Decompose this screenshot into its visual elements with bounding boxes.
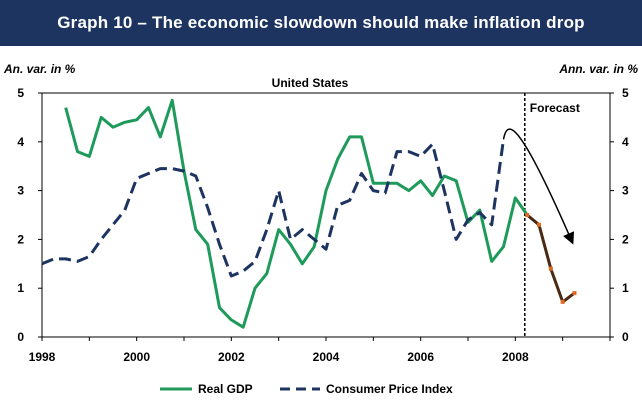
trend-arrow [502, 128, 575, 245]
x-tick-label: 2002 [218, 350, 245, 364]
y-tick-label-right: 5 [622, 86, 629, 100]
forecast-label: Forecast [530, 101, 580, 115]
forecast-point [525, 213, 530, 217]
y-tick-label-left: 4 [17, 135, 24, 149]
y-tick-label-left: 2 [17, 232, 24, 246]
forecast-point [537, 222, 541, 227]
x-tick-label: 2004 [313, 350, 340, 364]
right-axis-unit: Ann. var. in % [559, 62, 638, 76]
legend-label-gdp: Real GDP [198, 382, 253, 396]
legend-label-cpi: Consumer Price Index [326, 382, 453, 396]
forecast-point [560, 299, 565, 304]
chart-title-bar: Graph 10 – The economic slowdown should … [0, 0, 642, 46]
y-tick-label-right: 2 [622, 232, 629, 246]
y-tick-label-left: 0 [17, 330, 24, 344]
x-tick-label: 2000 [123, 350, 150, 364]
x-tick-label: 2006 [407, 350, 434, 364]
gdp-series-line [64, 98, 529, 329]
cpi-series-line [41, 139, 505, 278]
y-tick-label-left: 3 [17, 184, 24, 198]
left-axis-unit: An. var. in % [4, 62, 76, 76]
forecast-series-line [526, 213, 576, 304]
x-tick-label: 2008 [502, 350, 529, 364]
chart-subtitle: United States [272, 76, 349, 90]
x-tick-label: 1998 [29, 350, 56, 364]
y-tick-label-right: 1 [622, 281, 629, 295]
y-tick-label-right: 4 [622, 135, 629, 149]
forecast-point [548, 266, 553, 271]
y-tick-label-left: 1 [17, 281, 24, 295]
y-tick-label-right: 3 [622, 184, 629, 198]
forecast-point [572, 291, 577, 296]
y-tick-label-left: 5 [17, 86, 24, 100]
y-tick-label-right: 0 [622, 330, 629, 344]
